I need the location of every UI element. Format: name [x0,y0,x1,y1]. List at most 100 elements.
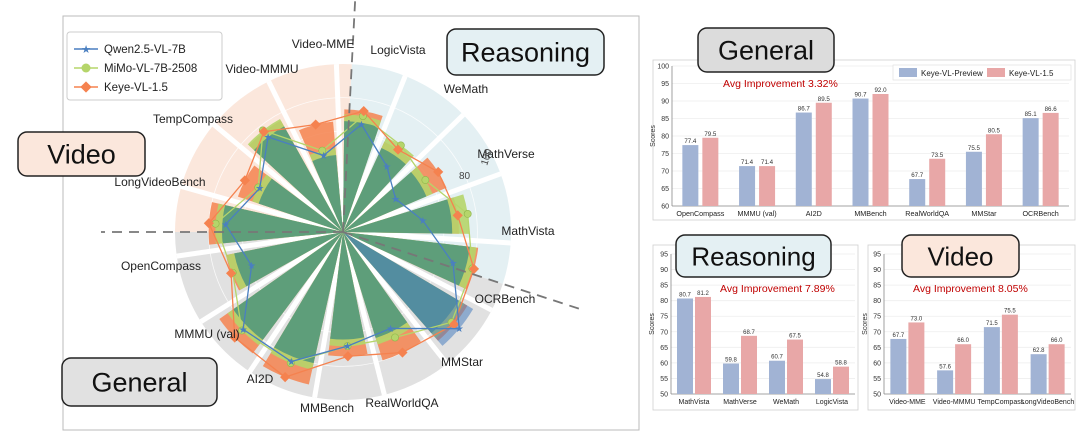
bar [1022,118,1039,206]
mimo-marker [318,146,327,155]
y-tick-label: 90 [660,267,668,274]
qwen-marker: ★ [287,357,296,368]
bar [759,166,776,206]
reasoning-section-box [446,28,605,76]
bar-data-label: 90.7 [854,92,867,99]
keye-marker [280,372,291,383]
qwen-marker: ★ [455,324,464,335]
bar-data-label: 58.8 [835,361,847,367]
radar-separator [176,229,344,259]
radar-separator [340,75,408,233]
bar [1042,112,1059,206]
y-tick-label: 55 [873,376,881,383]
bar-data-label: 86.7 [798,106,811,113]
overlap-wedge [312,155,343,232]
qwen-marker: ★ [386,324,395,335]
bar-data-label: 67.7 [911,172,924,179]
axis-label-ai2d: AI2D [247,372,274,386]
axis-label-mmbench: MMBench [300,401,354,415]
general-section-box [61,357,218,407]
y-tick-label: 70 [661,169,669,176]
qwen-marker: ★ [247,261,256,272]
qwen-marker: ★ [343,342,352,353]
video-section-box [17,131,146,177]
overlap-wedge [253,126,343,232]
bar-data-label: 66.0 [1051,338,1063,344]
qwen-marker: ★ [264,133,273,144]
radar-separator [342,229,511,246]
qwen-marker: ★ [418,216,427,227]
bar-data-label: 67.7 [893,333,905,339]
qwen-marker: ★ [391,194,400,205]
legend-label: Keye-VL-Preview [921,69,983,78]
bar-legend-box [892,64,1072,81]
bar-data-label: 68.7 [743,330,755,336]
axis-label-logicvista: LogicVista [370,43,425,57]
overlap-wedge [330,232,365,340]
legend-box [66,31,223,101]
y-tick-label: 70 [873,329,881,336]
overlap-wedge [234,232,343,287]
reasoning-section-title: Reasoning [461,38,590,68]
bar [787,339,803,394]
y-tick-label: 80 [660,298,668,305]
qwen-line [224,123,460,363]
bar-data-label: 80.5 [988,127,1001,134]
bar [702,137,719,206]
radar-chart: ★ ★ ★ ★ ★ ★ ★ ★ ★ ★ ★ ★ ★ ★ ★ Video-MME LogicVista WeMath… [17,0,640,431]
bar [677,298,693,394]
x-tick-label: RealWorldQA [905,209,949,218]
x-tick-label: LogicVista [816,399,848,406]
y-tick-label: 95 [660,252,668,259]
keye-marker [229,332,240,343]
bar-data-label: 73.5 [931,152,944,159]
bar-data-label: 59.8 [725,358,737,364]
y-tick-label: 70 [660,329,668,336]
y-tick-label: 65 [660,345,668,352]
bar-data-label: 92.0 [874,87,887,94]
axis-label-tempcompass: TempCompass [153,112,233,126]
keye-marker [226,268,237,279]
x-tick-label: MathVerse [723,399,757,406]
qwen-marker: ★ [239,325,248,336]
bar-data-label: 73.0 [911,316,923,322]
x-tick-label: TempCompass [978,399,1025,406]
y-tick-label: 95 [661,81,669,88]
keye-marker [449,319,460,330]
legend-swatch [899,68,917,77]
bar-data-label: 81.2 [697,291,709,297]
bar [908,322,925,394]
bar-data-label: 60.7 [771,355,783,361]
reasoning-title-box [675,234,832,278]
reasoning-title: Reasoning [691,241,815,271]
video-title-box [901,234,1020,278]
axis-label-longvideobench: LongVideoBench [114,175,205,189]
y-tick-label: 50 [873,392,881,399]
y-tick-label: 85 [661,116,669,123]
radar-tick-label: 80 [459,171,471,182]
bar [795,112,812,206]
bar [872,94,889,206]
radar-separator [199,229,345,324]
legend-label: Qwen2.5-VL-7B [104,44,186,56]
x-tick-label: MMBench [854,209,886,218]
improvement-annotation: Avg Improvement 3.32% [723,78,838,90]
y-tick-label: 65 [873,345,881,352]
y-tick-label: 65 [661,186,669,193]
radar-separator [266,80,346,234]
keye-marker [239,175,250,186]
legend-label: Keye-VL-1.5 [1009,69,1054,78]
general-title-box [697,27,835,73]
x-tick-label: OCRBench [1022,209,1058,218]
bar [815,379,831,394]
y-axis-label: Scores [650,125,657,147]
radar-tick-label: 100 [479,147,495,167]
radar-separator [341,230,449,366]
radar-separator [212,122,345,234]
mimo-line [214,115,474,364]
improvement-annotation: Avg Improvement 8.05% [913,283,1028,295]
bar [955,344,972,394]
divider-reasoning-general [342,231,586,312]
bar [833,366,849,394]
